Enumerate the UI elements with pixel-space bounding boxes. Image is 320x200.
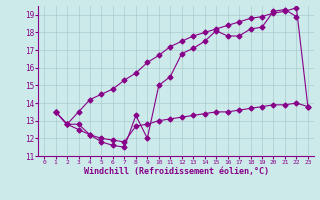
X-axis label: Windchill (Refroidissement éolien,°C): Windchill (Refroidissement éolien,°C)	[84, 167, 268, 176]
